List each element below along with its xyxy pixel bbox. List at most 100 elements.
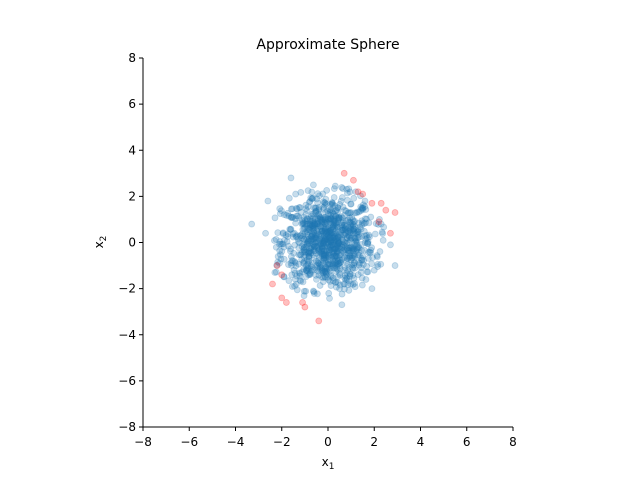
data-point (338, 221, 345, 229)
data-point (345, 263, 353, 271)
data-point (359, 206, 367, 214)
data-point (320, 239, 328, 247)
data-point (351, 223, 359, 230)
chart-title: Approximate Sphere (256, 37, 399, 53)
data-point (320, 255, 328, 263)
data-point (343, 244, 351, 252)
data-point (329, 252, 336, 260)
data-point (301, 217, 309, 224)
data-point (290, 266, 298, 274)
data-point (324, 240, 332, 248)
data-point (326, 278, 334, 285)
data-point (354, 228, 362, 236)
data-point (277, 240, 285, 248)
data-point (328, 238, 336, 246)
data-point (334, 266, 342, 274)
data-point (319, 278, 327, 286)
data-point-highlighted (350, 176, 357, 184)
data-point (326, 260, 334, 268)
data-point (350, 251, 358, 258)
data-point (361, 197, 369, 205)
data-point (354, 208, 361, 216)
data-point (357, 225, 365, 233)
data-point (347, 222, 355, 230)
data-point (322, 264, 330, 272)
data-point (305, 257, 313, 265)
data-point (358, 221, 366, 229)
x-tick-label: 4 (417, 435, 425, 449)
data-point (326, 294, 333, 302)
data-point (319, 198, 327, 206)
data-point (321, 256, 329, 264)
data-point (391, 262, 399, 269)
data-point (336, 265, 344, 273)
data-point (328, 273, 335, 280)
data-point (305, 271, 312, 279)
data-point (317, 241, 324, 249)
data-point (345, 277, 353, 285)
data-point (292, 204, 300, 212)
data-point (322, 268, 330, 276)
data-point (343, 185, 351, 193)
data-point (358, 254, 365, 262)
data-point (276, 205, 284, 213)
data-point (350, 218, 358, 226)
data-point (334, 232, 341, 240)
data-point (320, 233, 328, 240)
data-point (285, 212, 293, 220)
data-point (321, 226, 329, 234)
data-point (325, 276, 332, 284)
data-point (292, 219, 300, 227)
data-point (311, 215, 319, 223)
data-point (317, 223, 324, 230)
data-point (372, 220, 380, 227)
data-point (307, 245, 315, 252)
data-point (330, 230, 338, 238)
data-point (318, 252, 326, 260)
data-point-highlighted (269, 280, 276, 288)
data-point (315, 231, 323, 239)
data-point (338, 184, 346, 191)
data-point (335, 240, 343, 247)
data-point (315, 246, 323, 254)
data-point (330, 217, 338, 225)
data-point (321, 225, 329, 233)
data-point (304, 224, 312, 232)
data-point (287, 259, 295, 267)
data-point (358, 240, 365, 248)
data-point (361, 246, 368, 254)
data-point (284, 242, 292, 250)
data-point-highlighted (278, 294, 286, 302)
data-point (349, 254, 356, 262)
data-point (334, 236, 342, 244)
data-point-highlighted (301, 303, 309, 311)
data-point (321, 220, 329, 227)
data-point (307, 227, 315, 234)
data-point (327, 264, 335, 272)
data-point (332, 212, 340, 220)
data-point (324, 210, 332, 218)
data-point (349, 281, 357, 288)
data-point (330, 185, 338, 193)
data-point (272, 243, 280, 251)
data-point (321, 201, 329, 209)
data-point (285, 261, 292, 268)
data-point (329, 232, 336, 240)
data-point (369, 254, 376, 261)
data-point (353, 245, 361, 253)
data-point (324, 243, 332, 251)
x-axis-ticks: −8 −6 −4 −2 0 2 4 6 8 (134, 427, 517, 449)
data-point (309, 225, 317, 233)
data-point (314, 267, 322, 275)
data-point (341, 285, 348, 293)
data-point (377, 260, 385, 268)
data-point (323, 236, 331, 244)
data-point (329, 256, 337, 263)
data-point (347, 222, 354, 229)
data-point (300, 259, 308, 267)
data-point (319, 236, 327, 244)
data-point (367, 213, 375, 221)
data-point (288, 214, 295, 222)
data-point (355, 249, 363, 256)
data-point (349, 221, 357, 228)
